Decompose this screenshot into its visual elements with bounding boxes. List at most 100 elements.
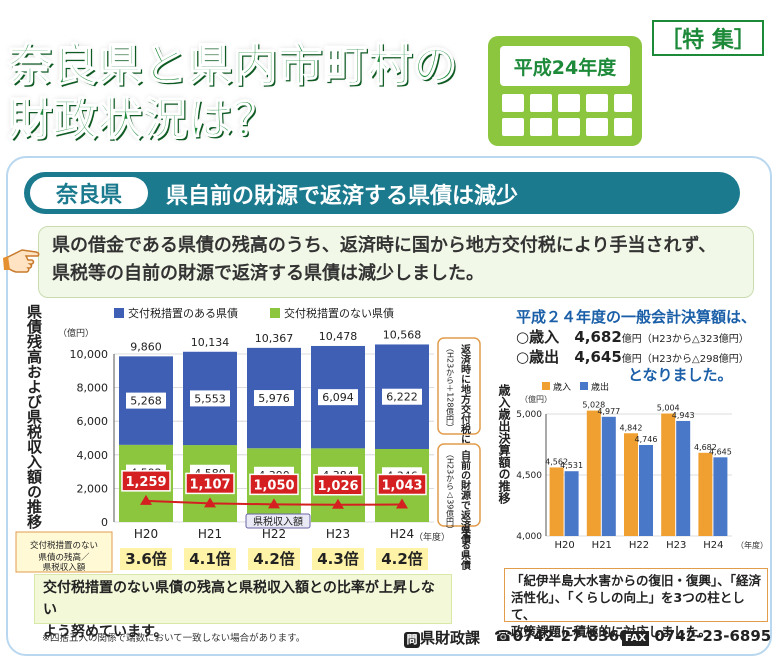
callout-bottom: 自前の財源で返済する県債 （H23から△39億円）	[437, 443, 481, 571]
ratio-label-line2: 県債の残高／	[38, 552, 90, 563]
bar-歳入-H21	[586, 410, 601, 536]
tax-value-box	[121, 470, 171, 492]
chart2-ytick: 4,000	[516, 532, 542, 542]
value-label-with: 5,553	[194, 392, 226, 405]
value-box-with	[382, 388, 422, 405]
expenditure-value: 4,645	[574, 348, 622, 366]
value-box-with	[254, 390, 294, 407]
chart1-xtick: H21	[198, 527, 222, 541]
ratio-label-line3: 県税収入額	[43, 562, 86, 573]
expenditure-label: ○歳出	[516, 348, 560, 366]
legend-label-expenditure: 歳出	[591, 381, 609, 393]
legend-swatch-revenue	[542, 382, 550, 390]
expenditure-note: （H23から△298億円）	[641, 354, 749, 365]
debt-chart: 県債残高および県税収入額の推移 （億円） （年度） 交付税措置のある県債 交付税…	[15, 304, 481, 573]
lead-text: 県の借金である県債の残高のうち、返済時に国から地方交付税により手当されず、 県税…	[52, 232, 752, 288]
expenditure-unit: 億円	[621, 354, 642, 365]
policy-note-line1: 「紀伊半島大水害からの復旧・復興」、「経済	[511, 573, 762, 588]
ratio-value: 4.2倍	[381, 550, 423, 568]
lead-box	[38, 226, 754, 298]
value-label-with: 5,268	[130, 395, 162, 408]
contact-fax[interactable]: FAX 0742-23-6895	[622, 627, 771, 646]
tax-point	[396, 498, 408, 509]
legend-label-without: 交付税措置のない県債	[284, 306, 394, 320]
chart1-ytick: 8,000	[77, 382, 109, 395]
footnote: ※四捨五入の関係で端数において一致しない場合があります。	[42, 633, 306, 644]
chart1-ytick: 2,000	[77, 482, 109, 495]
chart2-ytick: 4,500	[516, 471, 542, 481]
lead-line2: 県税等の自前の財源で返済する県債は減少しました。	[52, 263, 484, 284]
bar-歳出-H21	[601, 416, 616, 536]
ratio-box	[120, 548, 172, 570]
ratio-value: 4.1倍	[189, 550, 231, 568]
chart1-ytick: 6,000	[77, 415, 109, 428]
value-label-with: 5,976	[258, 392, 290, 405]
policy-note-line3: 政策課題に積極的に対応しました。	[511, 624, 712, 639]
chart1-xtick: H24	[390, 527, 414, 541]
revenue-note: （H23から△323億円）	[641, 334, 749, 345]
ratio-box	[184, 548, 236, 570]
bar-歳入-H22	[624, 433, 638, 536]
revenue-line: ○歳入 4,682億円（H23から△323億円）	[516, 326, 749, 347]
policy-note-line2: 活性化」、「くらしの向上」を3つの柱として、	[511, 590, 745, 622]
lead-line1: 県の借金である県債の残高のうち、返済時に国から地方交付税により手当されず、	[52, 235, 717, 256]
chart2-xtick: H20	[554, 540, 574, 551]
chart2-xtick: H21	[592, 540, 612, 551]
tax-value-box	[313, 474, 363, 496]
chart1-legend: 交付税措置のある県債 交付税措置のない県債	[114, 306, 394, 320]
page-title-line1: 奈良県と県内市町村の	[7, 40, 458, 91]
tax-label-text: 県税収入額	[253, 515, 303, 528]
contact-tel[interactable]: ☎0742-27-8360	[494, 627, 630, 645]
ratio-note: 交付税措置のない県債の残高と県税収入額との比率が上昇しない よう努めています。	[34, 574, 452, 640]
callout-bottom-sub: （H23から△39億円）	[446, 450, 455, 533]
bar-歳入-H24	[698, 452, 713, 536]
pointing-hand-icon	[3, 249, 40, 273]
chart1-xtick: H22	[262, 527, 286, 541]
banner-pill: 奈良県	[30, 177, 148, 209]
chart2-value-label: 4,682	[694, 443, 717, 452]
chart1-ylabel: 県債残高および県税収入額の推移	[25, 304, 43, 530]
chart2-legend: 歳入 歳出	[542, 381, 609, 393]
right-title: 平成２４年度の一般会計決算額は、	[516, 308, 757, 326]
chart2-value-label: 5,004	[657, 404, 680, 413]
chart1-xtick: H20	[134, 527, 158, 541]
chart1-ytick: 10,000	[70, 348, 109, 361]
chart2-value-label: 4,943	[672, 411, 695, 420]
chart2-xtick: H22	[629, 540, 649, 551]
calendar-icon: 平成24年度	[488, 36, 642, 146]
value-label-with: 6,094	[322, 391, 354, 404]
tax-point	[332, 498, 344, 509]
page-title-line2: 財政状況は？	[7, 94, 278, 145]
tax-value-label: 1,043	[381, 478, 422, 493]
legend-label-revenue: 歳入	[553, 381, 571, 393]
chart1-ytick: 0	[101, 516, 108, 529]
tax-value-label: 1,259	[125, 475, 166, 490]
total-label: 10,134	[191, 336, 230, 349]
total-label: 10,478	[319, 330, 358, 343]
legend-swatch-expenditure	[580, 382, 588, 390]
ratio-value: 3.6倍	[125, 550, 167, 568]
chart1-xtick: H23	[326, 527, 350, 541]
chart2-ytick: 5,000	[516, 410, 542, 420]
legend-label-with: 交付税措置のある県債	[128, 306, 238, 320]
calendar-label: 平成24年度	[514, 56, 617, 79]
inquiry-icon: 問	[404, 632, 420, 648]
ratio-box	[312, 548, 364, 570]
value-box-with	[190, 390, 230, 407]
tax-value-label: 1,050	[253, 478, 294, 493]
tax-point	[140, 494, 152, 505]
chart2-value-label: 4,746	[635, 435, 658, 444]
chart2-yunit: （億円）	[520, 394, 552, 404]
revenue-label: ○歳入	[516, 328, 560, 346]
ratio-note-line1: 交付税措置のない県債の残高と県税収入額との比率が上昇しない	[43, 580, 435, 618]
bar-歳出-H22	[639, 444, 653, 536]
callout-bottom-text: 自前の財源で返済する県債	[459, 449, 472, 571]
total-label: 10,568	[383, 328, 422, 341]
ratio-label-box: 交付税措置のない 県債の残高／ 県税収入額	[15, 531, 113, 573]
chart2-value-label: 5,028	[582, 401, 605, 410]
chart2-xtick: H23	[666, 540, 686, 551]
legend-swatch-without	[270, 308, 280, 318]
chart2-value-label: 4,842	[620, 423, 643, 432]
chart2-xunit: （年度）	[736, 540, 768, 550]
expenditure-line: ○歳出 4,645億円（H23から△298億円）	[516, 346, 749, 367]
